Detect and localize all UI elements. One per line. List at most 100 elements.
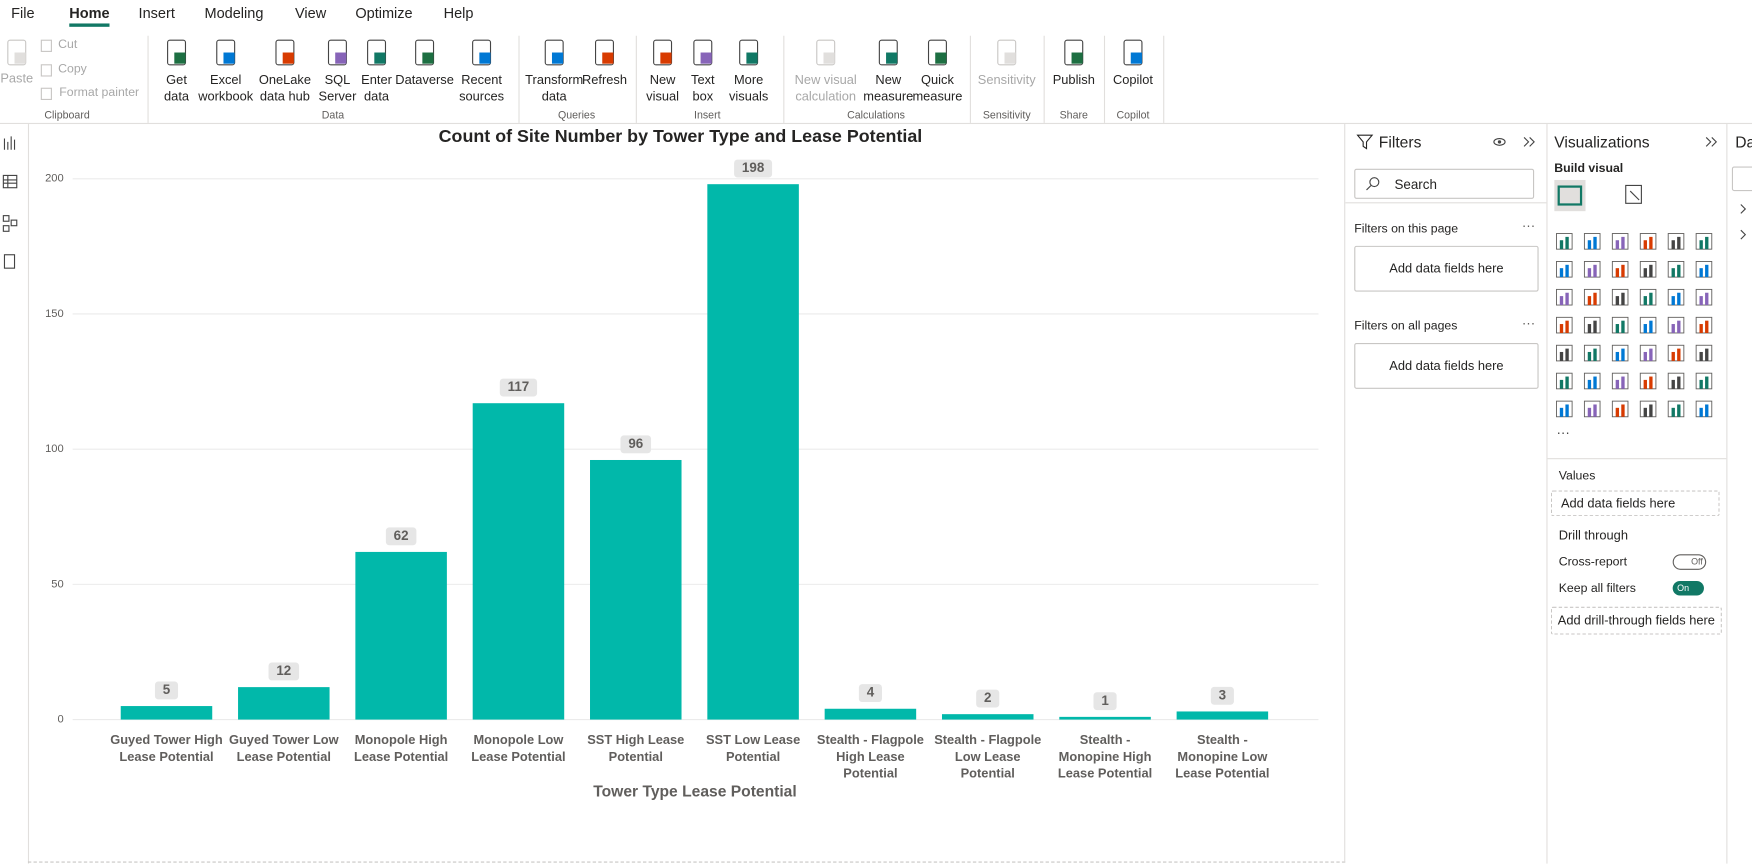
ribbon-button[interactable]: OneLake data hub [259,73,311,107]
menu-item[interactable]: Insert [138,4,175,22]
x-tick-label: Guyed Tower High Lease Potential [110,734,223,765]
visual-type-icon[interactable] [1611,400,1629,418]
visual-type-icon[interactable] [1611,316,1629,334]
dax-view-icon[interactable] [3,254,16,269]
visual-type-icon[interactable] [1695,400,1713,418]
visual-type-icon[interactable] [1556,288,1573,306]
ribbon-button[interactable]: Recent sources [459,73,504,107]
visual-type-icon[interactable] [1667,372,1685,390]
visual-type-icon[interactable] [1695,372,1713,390]
visual-type-icon[interactable] [1611,344,1629,362]
model-view-icon[interactable] [2,215,10,222]
menu-item[interactable]: Modeling [204,4,264,22]
drop-zone[interactable]: Add data fields here [1550,490,1720,517]
filters-controls[interactable] [1491,135,1547,151]
visual-type-icon[interactable] [1667,344,1685,362]
ribbon-button[interactable]: Publish [1053,73,1095,90]
visual-type-icon[interactable] [1556,400,1573,418]
visual-type-icon[interactable] [1556,372,1573,390]
button-label: Dataverse [395,73,454,88]
ribbon-button[interactable]: Sensitivity [978,73,1036,90]
visual-type-icon[interactable] [1639,372,1657,390]
ribbon-button[interactable]: Quick measure [912,73,962,107]
clipboard-button: Copy [58,62,87,76]
ribbon-button[interactable]: Enter data [361,73,392,107]
visual-type-icon[interactable] [1556,261,1573,278]
visualizations-pane: Visualizations Build visual ··· Values A… [1547,124,1728,864]
data-search[interactable] [1731,166,1752,192]
section-label: Drill through [1558,529,1628,544]
ribbon-button[interactable]: Copilot [1113,73,1153,90]
drop-zone[interactable]: Add data fields here [1354,343,1539,389]
ribbon-button[interactable]: Paste [0,72,33,89]
filters-search[interactable]: Search [1354,168,1535,199]
visual-type-icon[interactable] [1639,233,1657,250]
visual-type-icon[interactable] [1611,261,1629,278]
menu-item[interactable]: Home [69,4,110,27]
expanders[interactable] [1739,202,1750,247]
visual-type-icon[interactable] [1556,233,1573,250]
data-label: 1 [1101,693,1109,708]
menu-item[interactable]: Optimize [355,4,413,22]
data-label-bg [268,662,300,681]
collapse[interactable] [1704,135,1722,151]
ribbon-button[interactable]: New measure [863,73,913,107]
ribbon-button[interactable]: SQL Server [319,73,357,107]
chart[interactable]: Count of Site Number by Tower Type and L… [28,124,1344,864]
ribbon-button[interactable]: More visuals [729,73,768,107]
ribbon-button[interactable]: Excel workbook [198,73,253,107]
menu-item[interactable]: File [11,4,35,22]
menu-item[interactable]: View [294,4,327,22]
visual-type-icon[interactable] [1639,316,1657,334]
toggle-on[interactable]: On [1672,581,1704,596]
visual-type-icon[interactable] [1695,233,1713,250]
bar [355,551,447,720]
ribbon-button[interactable]: Get data [164,73,189,107]
visual-type-icon[interactable] [1639,288,1657,306]
visual-type-icon[interactable] [1556,344,1573,362]
visual-type-icon[interactable] [1667,288,1685,306]
ribbon-button[interactable]: New visual calculation [795,73,857,107]
x-tick-label: Stealth - Flagpole High Lease Potential [816,734,924,782]
visual-type-icon[interactable] [1639,400,1657,418]
visual-type-icon[interactable] [1583,400,1601,418]
visual-type-icon[interactable] [1556,316,1573,334]
drop-zone[interactable]: Add data fields here [1354,245,1539,292]
ribbon-button[interactable]: Refresh [582,73,627,90]
menu-item[interactable]: Help [443,4,474,22]
more-options[interactable]: ··· [1521,217,1536,234]
report-view-icon[interactable] [3,136,16,150]
visual-type-icon[interactable] [1667,400,1685,418]
visual-type-icon[interactable] [1611,372,1629,390]
ribbon-button[interactable]: New visual [646,73,679,107]
ribbon-button[interactable]: Text box [691,73,715,107]
visual-type-icon[interactable] [1583,316,1601,334]
table-view-icon[interactable] [2,174,18,189]
visual-type-icon[interactable] [1583,261,1601,278]
visual-type-icon[interactable] [1667,316,1685,334]
visual-type-icon[interactable] [1695,261,1713,278]
button-icon [216,39,236,66]
visual-types[interactable]: ··· [1554,231,1722,443]
visual-type-icon[interactable] [1583,233,1601,250]
visual-type-icon[interactable] [1639,344,1657,362]
visual-type-icon[interactable] [1611,233,1629,250]
visual-type-icon[interactable] [1695,288,1713,306]
visual-type-icon[interactable] [1667,261,1685,278]
ribbon-button[interactable]: Transform data [525,73,583,107]
ribbon-button[interactable]: Dataverse [395,73,454,90]
visual-type-icon[interactable] [1639,261,1657,278]
visual-type-icon[interactable] [1695,316,1713,334]
build-tabs[interactable] [1554,179,1655,214]
separator [969,35,971,123]
visual-type-icon[interactable] [1667,233,1685,250]
visual-type-icon[interactable] [1583,372,1601,390]
toggle-off[interactable]: Off [1672,554,1707,570]
visual-type-icon[interactable] [1695,344,1713,362]
y-tick-label: 50 [51,578,63,590]
visual-type-icon[interactable] [1583,344,1601,362]
visual-type-icon[interactable] [1583,288,1601,306]
drop-zone[interactable]: Add drill-through fields here [1550,606,1722,635]
more-options[interactable]: ··· [1521,315,1536,331]
visual-type-icon[interactable] [1611,288,1629,306]
